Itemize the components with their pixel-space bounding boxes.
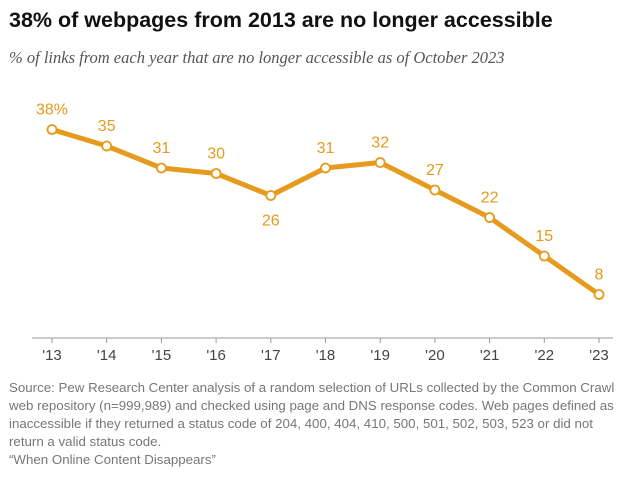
chart-footer: Source: Pew Research Center analysis of … [9, 379, 631, 469]
data-label: 15 [535, 228, 553, 245]
data-label: 30 [207, 146, 225, 163]
x-tick-label: '20 [425, 347, 445, 364]
data-point [46, 124, 58, 135]
data-label: 31 [317, 140, 335, 157]
x-tick-label: '13 [42, 347, 62, 364]
x-tick-label: '19 [370, 347, 390, 364]
data-point [374, 157, 386, 168]
report-title: “When Online Content Disappears” [9, 452, 216, 467]
x-tick-label: '14 [97, 347, 117, 364]
x-tick-label: '21 [480, 347, 500, 364]
x-tick-label: '17 [261, 347, 281, 364]
data-label: 31 [153, 140, 171, 157]
x-tick-label: '16 [206, 347, 226, 364]
data-point [593, 289, 605, 300]
source-note: Source: Pew Research Center analysis of … [9, 380, 615, 449]
x-tick-label: '22 [535, 347, 555, 364]
data-point [320, 162, 331, 174]
x-tick-label: '18 [316, 347, 336, 364]
data-point [538, 250, 550, 262]
data-label: 38% [36, 102, 68, 119]
data-point [101, 140, 113, 152]
data-point [484, 212, 496, 223]
chart-title: 38% of webpages from 2013 are no longer … [9, 8, 553, 32]
data-point [155, 162, 167, 174]
data-label: 35 [98, 118, 116, 135]
data-point [210, 168, 222, 179]
x-tick-label: '23 [589, 347, 609, 364]
data-label: 26 [262, 213, 280, 230]
data-label: 27 [426, 162, 444, 179]
data-point [429, 184, 441, 196]
data-label: 22 [481, 190, 499, 207]
chart-subtitle: % of links from each year that are no lo… [9, 48, 505, 67]
data-label: 32 [371, 135, 389, 152]
x-tick-label: '15 [152, 347, 172, 364]
data-label: 8 [595, 267, 604, 284]
data-point [265, 190, 277, 201]
